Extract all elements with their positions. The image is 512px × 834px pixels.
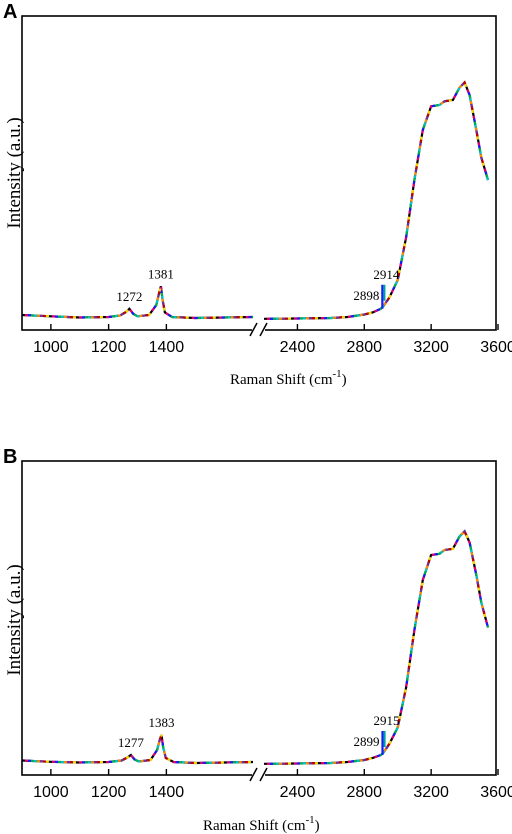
plot-frame [21, 460, 497, 776]
x-tick-label: 2400 [280, 339, 316, 356]
series-line-accent [263, 80, 490, 320]
peak-label: 2915 [374, 713, 400, 728]
series-line-accent [263, 529, 490, 765]
series-line [263, 529, 490, 765]
peak-label: 2898 [353, 288, 379, 303]
series-line-accent [263, 80, 490, 320]
x-tick-label: 3200 [413, 339, 449, 356]
series-line-accent [263, 529, 490, 765]
x-axis-label-close: ) [315, 818, 320, 834]
series-line [263, 80, 490, 320]
x-axis-label: Raman Shift (cm-1) [230, 368, 347, 388]
series-line-accent [263, 80, 490, 320]
x-tick-label: 3600 [480, 339, 512, 356]
x-tick-label: 3600 [480, 784, 512, 801]
series-line-accent [263, 80, 490, 320]
x-tick-label: 2800 [346, 339, 382, 356]
axis-break-slash [259, 322, 268, 337]
series-line-accent [263, 529, 490, 765]
series-line-accent [263, 80, 490, 320]
series-line-accent [263, 529, 490, 765]
y-axis-label: Intensity (a.u.) [4, 564, 25, 675]
x-tick-label: 2800 [346, 784, 382, 801]
axis-break [249, 322, 268, 337]
peak-label: 1272 [116, 289, 142, 304]
panel-letter: B [3, 446, 17, 468]
panel-b: B Intensity (a.u.) Raman Shift (cm-1) 10… [3, 446, 512, 834]
series-line-accent [263, 529, 490, 765]
x-axis-label-close: ) [342, 372, 347, 388]
x-tick-label: 3200 [413, 784, 449, 801]
x-tick-label: 1400 [149, 339, 185, 356]
peak-label: 1383 [148, 715, 174, 730]
series-line-accent [263, 529, 490, 765]
peak-label: 1277 [118, 735, 145, 750]
x-tick-label: 1400 [149, 784, 185, 801]
series-line-accent [21, 286, 254, 320]
x-tick-label: 1000 [33, 339, 69, 356]
peak-label: 2899 [354, 734, 380, 749]
x-axis-label-sup: -1 [332, 368, 341, 380]
series-line-accent [263, 80, 490, 320]
series-line-accent [21, 286, 254, 320]
axis-break-slash [249, 767, 258, 782]
axis-break-slash [249, 322, 258, 337]
x-tick-label: 1200 [91, 784, 127, 801]
x-axis-label-main: Raman Shift (cm [230, 372, 333, 388]
series-line-accent [263, 80, 490, 320]
series-line-accent [263, 529, 490, 765]
series-line-accent [263, 80, 490, 320]
x-axis-label: Raman Shift (cm-1) [203, 814, 320, 834]
series-line-accent [21, 734, 254, 765]
panel-a: A Intensity (a.u.) Raman Shift (cm-1) 10… [3, 1, 512, 388]
y-axis-label: Intensity (a.u.) [4, 117, 25, 228]
series-line-accent [21, 734, 254, 765]
peak-label: 2914 [373, 267, 400, 282]
peak-label: 1381 [148, 266, 174, 281]
axis-break-slash [259, 767, 268, 782]
plot-frame [21, 15, 497, 331]
series-line-accent [21, 286, 254, 320]
x-axis-label-sup: -1 [305, 814, 314, 826]
panel-letter: A [3, 1, 17, 23]
x-tick-label: 2400 [280, 784, 316, 801]
series-line-accent [263, 529, 490, 765]
x-tick-label: 1200 [91, 339, 127, 356]
x-tick-label: 1000 [33, 784, 69, 801]
axis-break [249, 767, 268, 782]
x-axis-label-main: Raman Shift (cm [203, 818, 306, 834]
